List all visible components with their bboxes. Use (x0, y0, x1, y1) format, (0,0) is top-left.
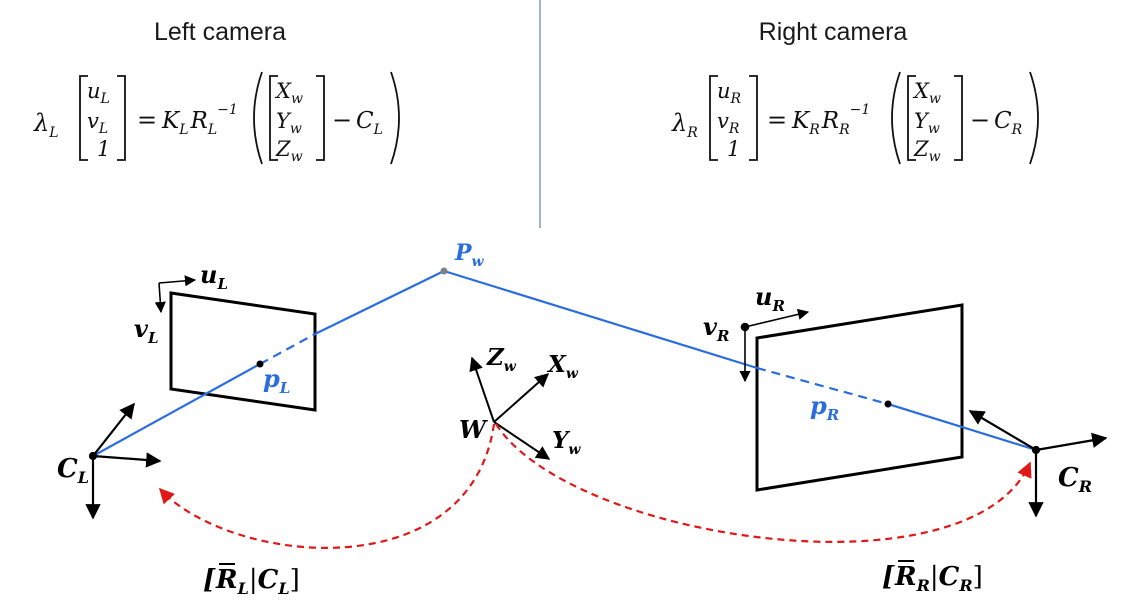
right-c-label: CR (1058, 463, 1092, 496)
right-camera-frame (968, 410, 1108, 518)
left-camera-title: Left camera (154, 18, 286, 46)
world-point-label: Pw (454, 240, 485, 270)
world-x-label: Xw (546, 351, 579, 382)
svg-text:λR: λR (671, 109, 698, 141)
world-origin-label: W (459, 415, 488, 444)
svg-text:KRRR−1: KRRR−1 (791, 102, 870, 138)
world-frame (469, 356, 551, 460)
left-camera-frame (85, 402, 162, 520)
left-extrinsic-label: [ RL|CL] (203, 563, 300, 598)
left-p-label: pL (263, 364, 290, 397)
svg-text:Xw: Xw (274, 79, 303, 107)
svg-text:uR: uR (717, 79, 742, 107)
svg-text:=: = (137, 106, 157, 134)
svg-text:Zw: Zw (275, 137, 303, 165)
svg-text:Zw: Zw (913, 137, 941, 165)
svg-text:Yw: Yw (276, 109, 302, 137)
right-extrinsic-arrow (495, 423, 1032, 543)
left-image-point (256, 360, 264, 368)
left-u-label: uL (200, 260, 228, 293)
svg-text:[: [ (203, 565, 216, 595)
svg-text:uL: uL (87, 79, 110, 107)
right-v-label: vR (703, 312, 729, 345)
svg-text:RL|CL]: RL|CL] (215, 565, 300, 598)
right-projection-equation: λR uR vR 1 = KRRR−1 Xw Yw Zw − CR (671, 71, 1039, 165)
world-point-marker (440, 267, 448, 275)
left-extrinsic-arrow (158, 423, 496, 549)
right-extrinsic-label: [ RR|CR] (882, 560, 983, 595)
world-y-label: Yw (552, 427, 581, 458)
svg-text:CL: CL (356, 108, 383, 138)
world-z-label: Zw (486, 344, 517, 375)
right-p-label: pR (810, 391, 839, 424)
svg-text:−: − (970, 106, 990, 134)
right-image-axes (739, 308, 810, 383)
right-image-plane (755, 303, 964, 492)
left-c-label: CL (57, 454, 89, 487)
projection-rays (92, 269, 1037, 457)
left-image-axes (154, 275, 197, 314)
svg-text:1: 1 (97, 137, 110, 161)
svg-text:KLRL−1: KLRL−1 (161, 102, 238, 138)
svg-text:Yw: Yw (914, 109, 940, 137)
svg-text:1: 1 (727, 137, 740, 161)
svg-text:λL: λL (33, 109, 59, 141)
svg-text:RR|CR]: RR|CR] (894, 562, 983, 595)
svg-text:vL: vL (87, 109, 108, 137)
left-image-plane (169, 291, 317, 412)
svg-text:[: [ (882, 562, 895, 592)
svg-text:=: = (767, 106, 787, 134)
svg-text:CR: CR (994, 108, 1023, 138)
right-u-label: uR (755, 282, 785, 315)
left-v-label: vL (134, 314, 159, 347)
svg-text:Xw: Xw (912, 79, 941, 107)
left-projection-equation: λL uL vL 1 = KLRL−1 Xw Yw Zw − CL (33, 71, 400, 165)
right-image-point (884, 400, 892, 408)
svg-text:vR: vR (717, 109, 740, 137)
svg-text:−: − (332, 106, 352, 134)
right-camera-title: Right camera (759, 18, 908, 46)
